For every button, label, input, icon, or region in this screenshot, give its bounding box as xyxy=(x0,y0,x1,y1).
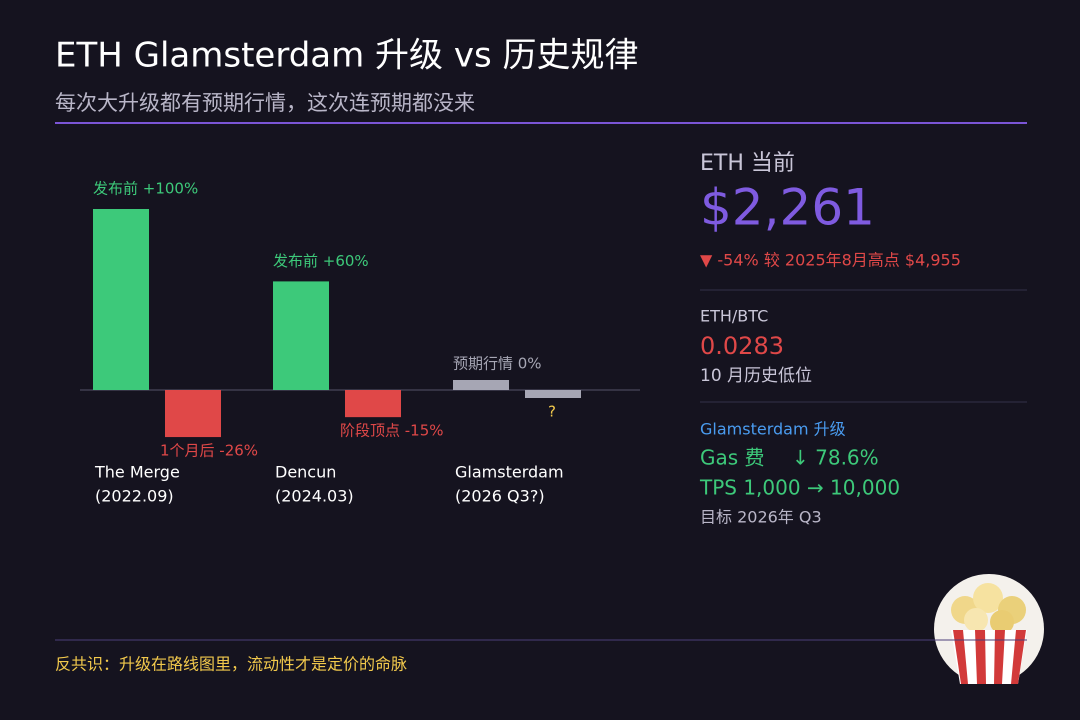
data-label: 发布前 +60% xyxy=(273,252,369,270)
eth-change: ▼ -54% 较 2025年8月高点 $4,955 xyxy=(700,251,961,270)
footer-note: 反共识：升级在路线图里，流动性才是定价的命脉 xyxy=(55,655,407,674)
bar xyxy=(165,390,221,438)
data-label: ? xyxy=(548,403,556,421)
x-tick-label: The Merge xyxy=(94,463,180,482)
bar xyxy=(273,281,329,390)
placeholder-bar xyxy=(453,380,509,390)
ethbtc-note: 10 月历史低位 xyxy=(700,366,812,386)
x-tick-sublabel: (2026 Q3?) xyxy=(455,487,545,506)
data-label: 阶段顶点 -15% xyxy=(340,422,444,440)
target: 目标 2026年 Q3 xyxy=(700,508,822,527)
placeholder-bar xyxy=(525,390,581,398)
x-tick-label: Glamsterdam xyxy=(455,463,564,482)
gas-value: ↓ 78.6% xyxy=(792,446,879,470)
bar-chart: The Merge (2022.09) 发布前 +100% 1个月后 -26% Denc… xyxy=(93,180,564,506)
tps: TPS 1,000 → 10,000 xyxy=(699,476,900,500)
eth-label: ETH 当前 xyxy=(700,151,795,176)
upgrade-title: Glamsterdam 升级 xyxy=(700,420,846,439)
page-title: ETH Glamsterdam 升级 vs 历史规律 xyxy=(55,36,639,76)
data-label: 1个月后 -26% xyxy=(160,442,258,460)
bar xyxy=(93,209,149,390)
popcorn-icon xyxy=(934,574,1044,684)
x-tick-sublabel: (2022.09) xyxy=(95,487,174,506)
data-label: 预期行情 0% xyxy=(453,355,542,373)
gas-label: Gas 费 xyxy=(700,446,765,470)
x-tick-sublabel: (2024.03) xyxy=(275,487,354,506)
eth-price: $2,261 xyxy=(700,179,875,237)
ethbtc-value: 0.0283 xyxy=(700,332,784,360)
page-subtitle: 每次大升级都有预期行情，这次连预期都没来 xyxy=(55,91,475,115)
data-label: 发布前 +100% xyxy=(93,180,198,198)
x-tick-label: Dencun xyxy=(275,463,336,482)
bar xyxy=(345,390,401,418)
ethbtc-label: ETH/BTC xyxy=(700,307,768,326)
